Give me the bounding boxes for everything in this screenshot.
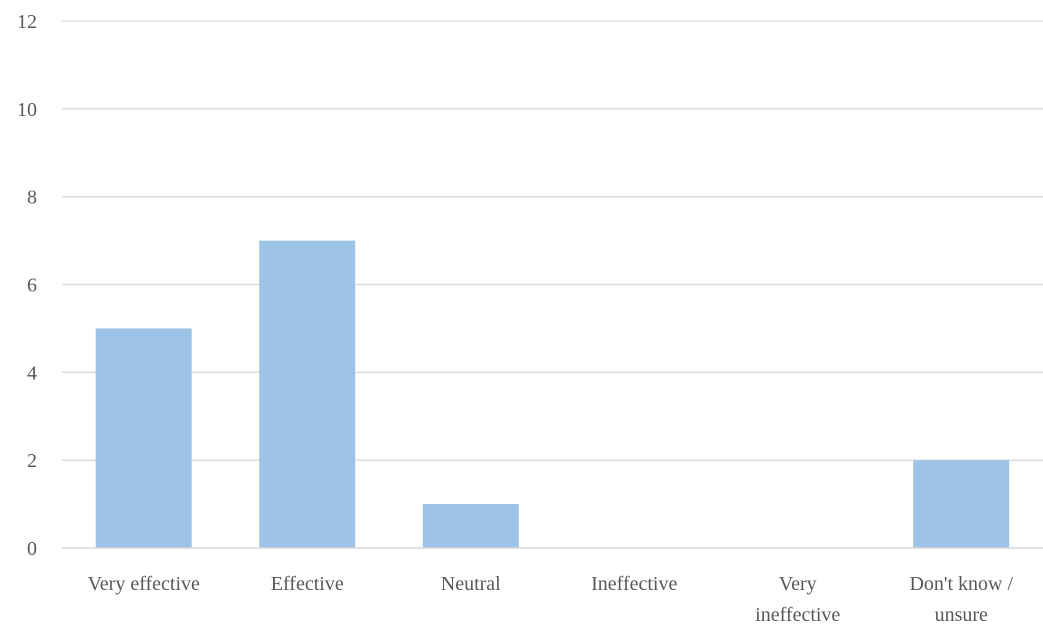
x-tick-label: Effective	[271, 573, 344, 595]
x-axis-labels: Very effective Effective Neutral Ineffectiv…	[88, 573, 1014, 625]
y-tick-label: 2	[27, 450, 37, 472]
x-tick-label: Neutral	[441, 573, 501, 595]
y-tick-label: 8	[27, 187, 37, 209]
x-tick-label: Very ineffective	[755, 573, 840, 625]
x-tick-label: Ineffective	[591, 573, 677, 595]
bars	[95, 240, 1010, 549]
bar	[422, 504, 519, 548]
x-tick-label-line: Don't know /	[909, 573, 1013, 595]
x-tick-label-line: ineffective	[755, 604, 840, 625]
y-tick-label: 4	[27, 362, 37, 384]
x-tick-label-line: Very effective	[88, 573, 200, 595]
y-tick-label: 0	[27, 538, 37, 560]
y-tick-label: 6	[27, 275, 37, 297]
x-tick-label: Very effective	[88, 573, 200, 595]
y-tick-label: 12	[17, 11, 37, 33]
bar	[95, 328, 192, 548]
x-tick-label-line: Neutral	[441, 573, 501, 595]
x-tick-label-line: Effective	[271, 573, 344, 595]
x-tick-label-line: unsure	[935, 604, 988, 625]
y-axis-ticks: 0 2 4 6 8 10 12	[17, 11, 37, 560]
y-tick-label: 10	[17, 99, 37, 121]
x-tick-label-line: Very	[779, 573, 817, 595]
x-tick-label-line: Ineffective	[591, 573, 677, 595]
bar	[259, 240, 356, 549]
gridlines	[62, 20, 1043, 461]
x-tick-label: Don't know / unsure	[909, 573, 1013, 625]
bar	[913, 460, 1010, 548]
